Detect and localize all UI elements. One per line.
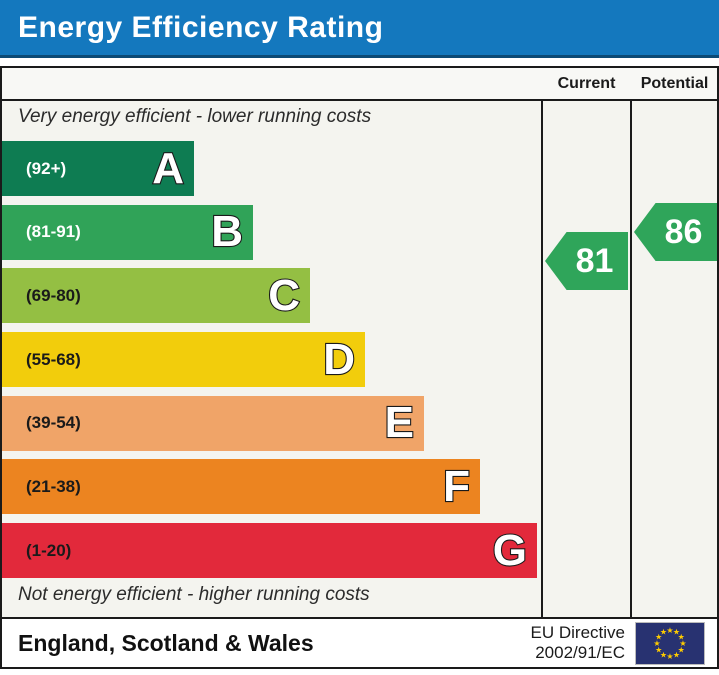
band-range-label: (55-68) [26, 349, 81, 369]
column-header-row [2, 68, 717, 101]
caption-very-efficient: Very energy efficient - lower running co… [18, 106, 372, 127]
title-bar: Energy Efficiency Rating [0, 0, 719, 58]
band-row-b: (81-91) B [2, 204, 253, 260]
svg-text:★: ★ [660, 627, 667, 636]
column-divider-potential [630, 68, 632, 617]
svg-text:★: ★ [679, 639, 686, 648]
potential-column-header: Potential [640, 74, 709, 92]
band-letter: D [322, 334, 356, 384]
svg-text:★: ★ [666, 626, 673, 635]
eu-directive-text: EU Directive 2002/91/EC [531, 623, 625, 663]
svg-text:★: ★ [655, 632, 662, 641]
potential-rating-arrow: 86 [634, 203, 717, 261]
footer-bar: England, Scotland & Wales EU Directive 2… [0, 617, 719, 669]
current-column-header: Current [557, 74, 616, 92]
band-letter: A [151, 143, 185, 193]
band-row-g: (1-20) G [2, 523, 537, 579]
svg-text:★: ★ [678, 632, 685, 641]
svg-text:★: ★ [660, 650, 667, 659]
band-row-a: (92+) A [2, 141, 194, 196]
eu-flag-icon: ★ ★ ★ ★ ★ ★ ★ ★ ★ ★ ★ ★ [635, 621, 705, 665]
band-range-label: (92+) [26, 158, 67, 178]
band-letter: G [492, 525, 528, 575]
band-range-label: (1-20) [26, 540, 72, 560]
band-range-label: (81-91) [26, 222, 81, 242]
caption-not-efficient: Not energy efficient - higher running co… [18, 584, 370, 605]
eu-directive-line2: 2002/91/EC [535, 643, 625, 662]
current-rating-arrow: 81 [545, 232, 628, 290]
rating-bands: (92+) A (81-91) B (69-80) C (55-68) D (3… [2, 141, 539, 587]
band-letter: C [267, 270, 301, 320]
band-row-d: (55-68) D [2, 332, 365, 388]
eu-directive-line1: EU Directive [530, 623, 625, 642]
band-letter: B [210, 207, 244, 257]
svg-text:★: ★ [678, 645, 685, 654]
svg-text:★: ★ [666, 652, 673, 661]
band-letter: F [442, 461, 471, 511]
svg-text:★: ★ [653, 639, 660, 648]
band-row-c: (69-80) C [2, 268, 310, 324]
column-divider-current [541, 68, 543, 617]
potential-rating-value: 86 [664, 213, 703, 251]
band-range-label: (69-80) [26, 285, 81, 305]
energy-rating-chart: Current Potential Very energy efficient … [0, 66, 719, 619]
svg-text:★: ★ [673, 650, 680, 659]
band-row-e: (39-54) E [2, 395, 424, 451]
band-letter: E [384, 398, 416, 448]
footer-right: EU Directive 2002/91/EC ★ ★ ★ ★ ★ ★ ★ ★ … [531, 621, 717, 665]
current-rating-value: 81 [575, 242, 614, 280]
band-row-f: (21-38) F [2, 459, 480, 515]
svg-text:★: ★ [655, 645, 662, 654]
svg-text:★: ★ [673, 627, 680, 636]
region-label: England, Scotland & Wales [18, 629, 314, 656]
band-range-label: (21-38) [26, 476, 81, 496]
band-range-label: (39-54) [26, 413, 81, 433]
page-title: Energy Efficiency Rating [18, 10, 384, 44]
